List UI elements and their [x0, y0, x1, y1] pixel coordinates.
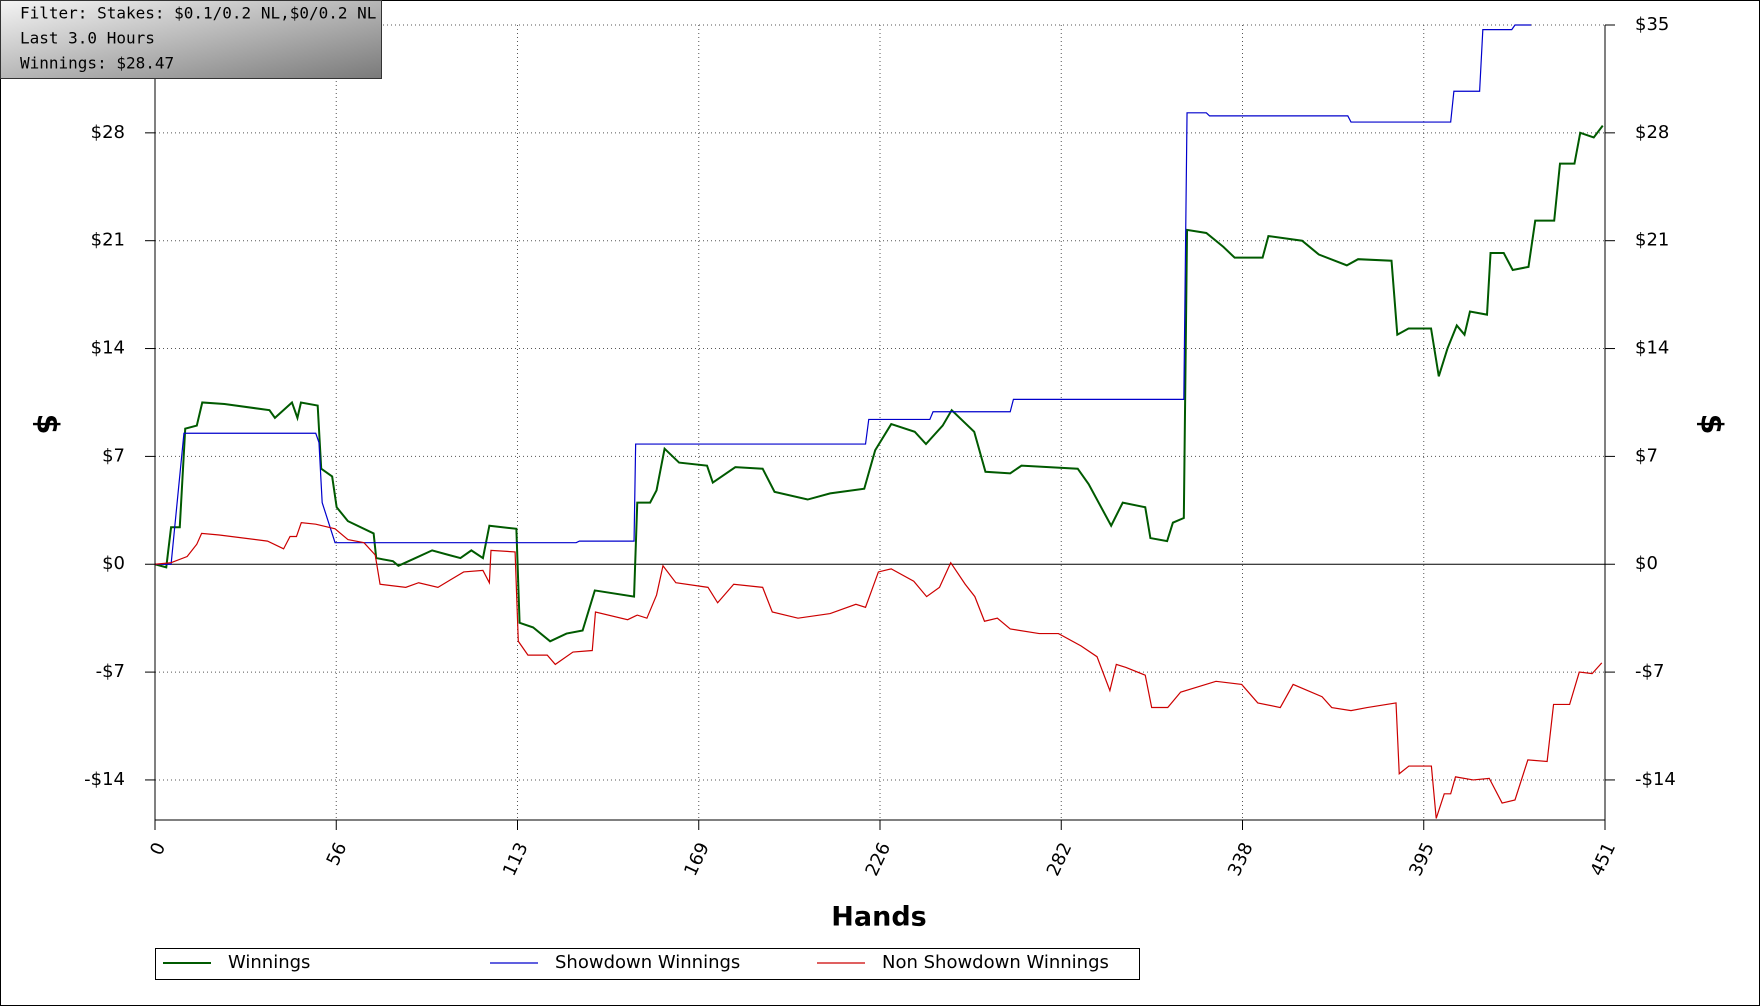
y-tick-label: $28 [91, 122, 125, 143]
series-line [154, 125, 1604, 643]
legend-items: Winnings Showdown Winnings Non Showdown Wi… [163, 952, 1109, 973]
y2-tick-label: $0 [1635, 553, 1658, 574]
info-box [0, 0, 382, 79]
x-axis-label: Hands [831, 902, 926, 933]
info-line: Last 3.0 Hours [20, 29, 155, 48]
y2-tick-label: -$14 [1635, 769, 1676, 790]
y2-tick-label: -$7 [1635, 661, 1664, 682]
y-tick-label: $0 [102, 553, 125, 574]
y-tick-label: $7 [102, 445, 125, 466]
y2-tick-label: $35 [1635, 14, 1669, 35]
y2-tick-label: $14 [1635, 338, 1669, 359]
y-tick-label: -$14 [84, 769, 125, 790]
y2-tick-label: $7 [1635, 445, 1658, 466]
y-axis-label: $ [30, 414, 65, 435]
y-tick-label: $21 [91, 230, 125, 251]
info-line: Winnings: $28.47 [20, 54, 174, 73]
y-tick-label: $14 [91, 338, 125, 359]
info-line: Filter: Stakes: $0.1/0.2 NL,$0/0.2 NL [20, 4, 376, 23]
legend [155, 948, 1140, 980]
series-line [154, 522, 1603, 819]
y2-tick-label: $28 [1635, 122, 1669, 143]
legend-label: Showdown Winnings [555, 952, 740, 973]
legend-label: Non Showdown Winnings [882, 952, 1109, 973]
y2-tick-label: $21 [1635, 230, 1669, 251]
series-line [155, 24, 1532, 565]
y-tick-label: -$7 [96, 661, 125, 682]
legend-label: Winnings [228, 952, 310, 973]
y2-axis-label: $ [1694, 414, 1729, 435]
